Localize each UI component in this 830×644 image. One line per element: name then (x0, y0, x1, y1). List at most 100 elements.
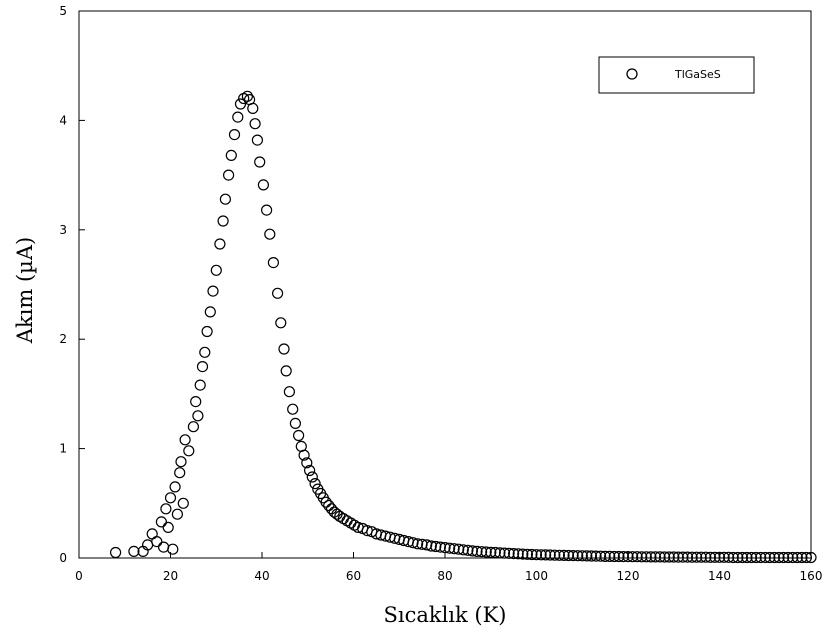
data-point (553, 549, 566, 561)
data-point (686, 551, 698, 563)
data-point (613, 550, 625, 563)
data-point (232, 111, 244, 123)
data-point (677, 551, 689, 563)
data-point (768, 551, 781, 564)
x-axis-title: Sıcaklık (K) (383, 603, 506, 627)
data-point (169, 481, 181, 493)
data-point (622, 550, 634, 563)
data-point (225, 149, 237, 161)
data-point (174, 467, 186, 479)
data-point (549, 549, 561, 561)
data-point (503, 547, 515, 559)
data-point (704, 551, 717, 563)
data-point (567, 549, 579, 562)
data-point (146, 528, 158, 540)
data-point (805, 551, 817, 564)
data-point (690, 551, 703, 563)
data-point (668, 551, 680, 563)
data-point (204, 306, 216, 318)
data-point (267, 257, 279, 269)
data-point (700, 551, 712, 563)
data-point (645, 551, 657, 563)
data-point (194, 379, 206, 391)
data-point (764, 551, 776, 564)
data-point (485, 546, 497, 558)
data-point (745, 551, 758, 564)
data-point (323, 499, 335, 512)
data-point (207, 285, 219, 297)
data-point (453, 543, 465, 555)
data-point (709, 551, 721, 563)
data-point (341, 515, 353, 527)
data-point (787, 551, 799, 564)
data-point (581, 550, 593, 562)
y-tick-label: 2 (59, 332, 67, 346)
data-point (599, 550, 611, 563)
y-tick-label: 1 (59, 442, 67, 456)
data-point (539, 549, 552, 561)
data-point (750, 551, 762, 564)
data-point (430, 540, 442, 553)
data-point (214, 238, 226, 250)
data-point (177, 497, 189, 509)
data-point (241, 90, 253, 102)
data-point (264, 228, 276, 240)
data-point (293, 429, 305, 442)
data-point (521, 548, 534, 560)
data-point (782, 551, 794, 564)
data-point (280, 365, 292, 377)
data-point (187, 421, 199, 433)
data-point (512, 548, 524, 560)
data-point (722, 551, 735, 563)
data-point (155, 516, 167, 528)
data-point (562, 549, 575, 562)
data-point (444, 542, 456, 554)
data-point (298, 449, 310, 461)
y-tick-label: 5 (59, 4, 67, 18)
data-point (773, 551, 785, 564)
data-point (167, 543, 179, 555)
data-point (201, 325, 213, 338)
data-point (249, 118, 261, 130)
x-tick-label: 20 (163, 569, 178, 583)
data-point (494, 547, 506, 559)
y-axis: 0 1 2 3 4 5 (59, 4, 85, 565)
data-point (407, 537, 419, 549)
x-axis: 0 20 40 60 80 100 120 140 160 (75, 552, 822, 583)
data-point (261, 204, 273, 216)
y-tick-label: 0 (59, 551, 67, 565)
data-point (480, 546, 492, 558)
data-point (257, 179, 269, 191)
data-point (791, 551, 803, 564)
y-axis-title: Akım (µA) (13, 237, 37, 344)
data-point (471, 545, 483, 558)
data-point (544, 549, 556, 561)
data-point (158, 541, 170, 553)
data-point (228, 129, 241, 141)
data-point (585, 550, 598, 562)
data-point (741, 551, 753, 564)
data-point (254, 156, 266, 168)
series-points (109, 90, 817, 564)
data-point (594, 550, 607, 562)
data-point (576, 550, 588, 562)
data-point (608, 550, 620, 563)
x-tick-label: 100 (525, 569, 548, 583)
x-tick-label: 140 (708, 569, 731, 583)
data-point (526, 548, 538, 561)
x-tick-label: 120 (617, 569, 640, 583)
data-point (604, 550, 616, 563)
data-point (345, 517, 357, 529)
data-point (289, 417, 301, 429)
data-point (617, 550, 630, 563)
data-point (162, 521, 174, 534)
data-point (759, 551, 771, 564)
data-point (190, 396, 202, 408)
data-point (590, 550, 602, 562)
data-point (164, 492, 177, 504)
data-point (796, 551, 808, 564)
data-point (301, 457, 313, 469)
data-point (217, 215, 229, 227)
data-point (160, 503, 172, 515)
